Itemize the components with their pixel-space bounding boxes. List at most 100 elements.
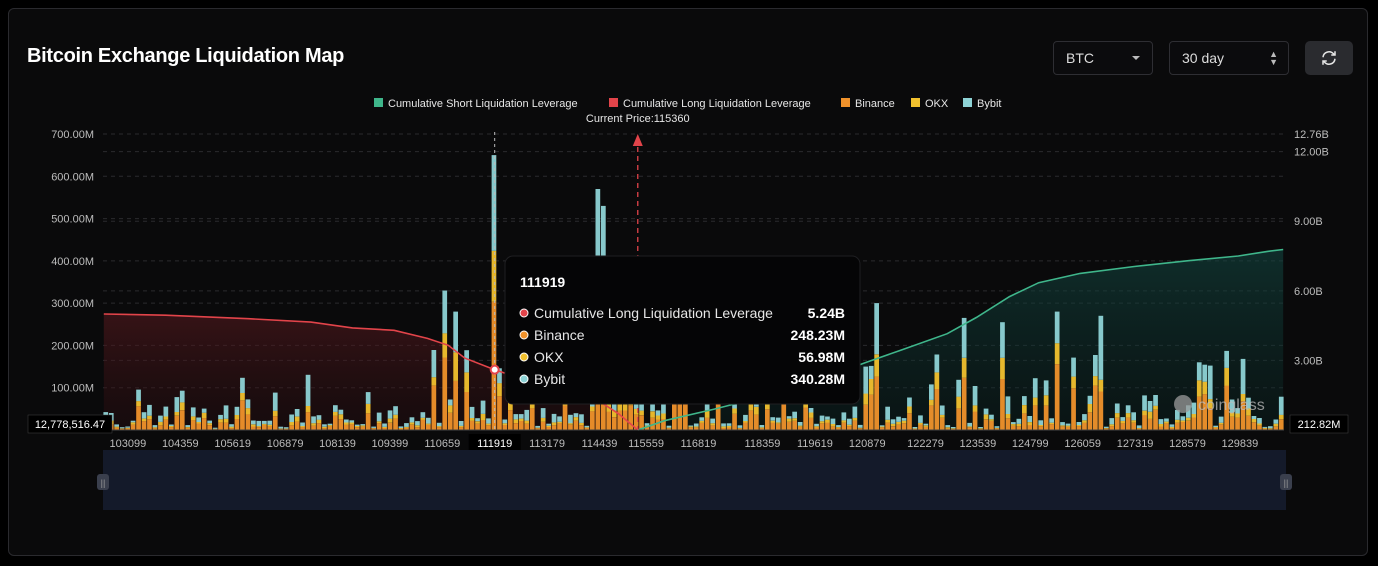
bar-okx [825,419,830,423]
bar-binance [376,423,382,430]
zoom-handle-left[interactable] [97,474,109,490]
bar-binance [169,427,174,430]
bar-binance [1043,405,1049,430]
bar-binance [715,403,721,430]
coin-select-value: BTC [1066,50,1094,66]
bar-binance [693,427,699,430]
bar-bybit [710,418,715,424]
x-tick: 106879 [267,438,304,450]
bar-okx [240,393,245,401]
bar-binance [130,424,136,430]
left-min-label: 12,778,516.47 [27,414,113,434]
bar-binance [972,411,978,430]
bar-okx [1169,426,1175,429]
bar-binance [420,419,426,430]
coin-select[interactable]: BTC [1053,41,1153,75]
bar-binance [1218,424,1224,430]
bar-binance [650,417,655,430]
bar-bybit [1235,408,1240,414]
bar-bybit [945,425,951,428]
bar-bybit [573,413,579,418]
bar-bybit [551,413,557,423]
bar-okx [579,422,584,426]
zoom-slider-track[interactable] [103,450,1286,510]
bar-bybit [119,427,125,429]
bar-okx [1043,395,1049,406]
bar-binance [1011,425,1016,430]
bar-bybit [890,419,896,424]
bar-binance [885,422,890,430]
bar-binance [907,413,912,430]
zoom-slider[interactable]: || || [97,450,1292,510]
bar-bybit [376,412,382,422]
x-tick: 104359 [162,438,199,450]
legend-swatch-1 [609,98,618,107]
bar-binance [699,422,705,430]
bar-bybit [289,414,294,422]
bar-okx [961,357,967,378]
bar-okx [770,420,776,423]
bar-binance [458,427,464,430]
bar-okx [1049,422,1054,425]
bar-binance [316,423,322,430]
bar-bybit [464,350,469,373]
refresh-button[interactable] [1305,41,1353,75]
bar-bybit [158,415,163,422]
bar-binance [786,421,792,430]
bar-binance [573,420,579,430]
bar-bybit [229,424,234,427]
bar-bybit [950,427,956,429]
bar-bybit [879,425,885,427]
bar-okx [267,424,273,427]
bar-binance [283,428,289,430]
bar-binance [1224,385,1229,430]
tooltip-dot-3 [519,374,529,384]
bar-okx [272,410,278,417]
zoom-handle-right[interactable] [1280,474,1292,490]
bar-bybit [426,417,431,424]
bar-bybit [1273,419,1279,424]
bar-binance [1240,401,1246,430]
bar-okx [169,426,174,428]
period-select[interactable]: 30 day ▲ ▼ [1169,41,1289,75]
bar-okx [190,416,196,421]
x-tick: 103099 [110,438,147,450]
bar-bybit [1032,378,1038,398]
bar-okx [497,383,502,397]
bar-okx [1032,397,1038,406]
y-left-tick: 500.00M [51,214,94,226]
bar-okx [901,420,907,424]
bar-okx [1022,405,1027,414]
bar-bybit [918,415,923,423]
bar-okx [918,422,923,425]
bar-binance [431,385,437,430]
bar-okx [1076,425,1082,427]
bar-okx [841,420,847,423]
bar-bybit [1087,395,1093,404]
bar-bybit [1016,418,1022,424]
bar-binance [136,406,141,430]
bar-binance [305,412,311,430]
bar-okx [666,427,672,429]
bar-okx [879,426,885,428]
bar-binance [119,428,125,430]
bar-binance [1191,417,1197,430]
bar-okx [354,426,360,428]
bar-okx [256,426,262,427]
bar-bybit [644,423,650,426]
tooltip-row-name: Binance [534,327,585,343]
bar-bybit [283,427,289,429]
bar-bybit [344,419,349,423]
bar-binance [770,422,776,430]
bar-bybit [1153,395,1158,406]
bar-bybit [546,423,551,426]
bar-bybit [322,424,327,427]
bar-okx [524,420,530,424]
bar-okx [868,379,874,395]
bar-bybit [1257,418,1262,424]
bar-okx [1218,422,1224,425]
x-tick: 108139 [319,438,356,450]
bar-okx [1005,413,1011,419]
bar-bybit [939,405,945,415]
coinglass-logo: coinglass [1174,395,1265,414]
